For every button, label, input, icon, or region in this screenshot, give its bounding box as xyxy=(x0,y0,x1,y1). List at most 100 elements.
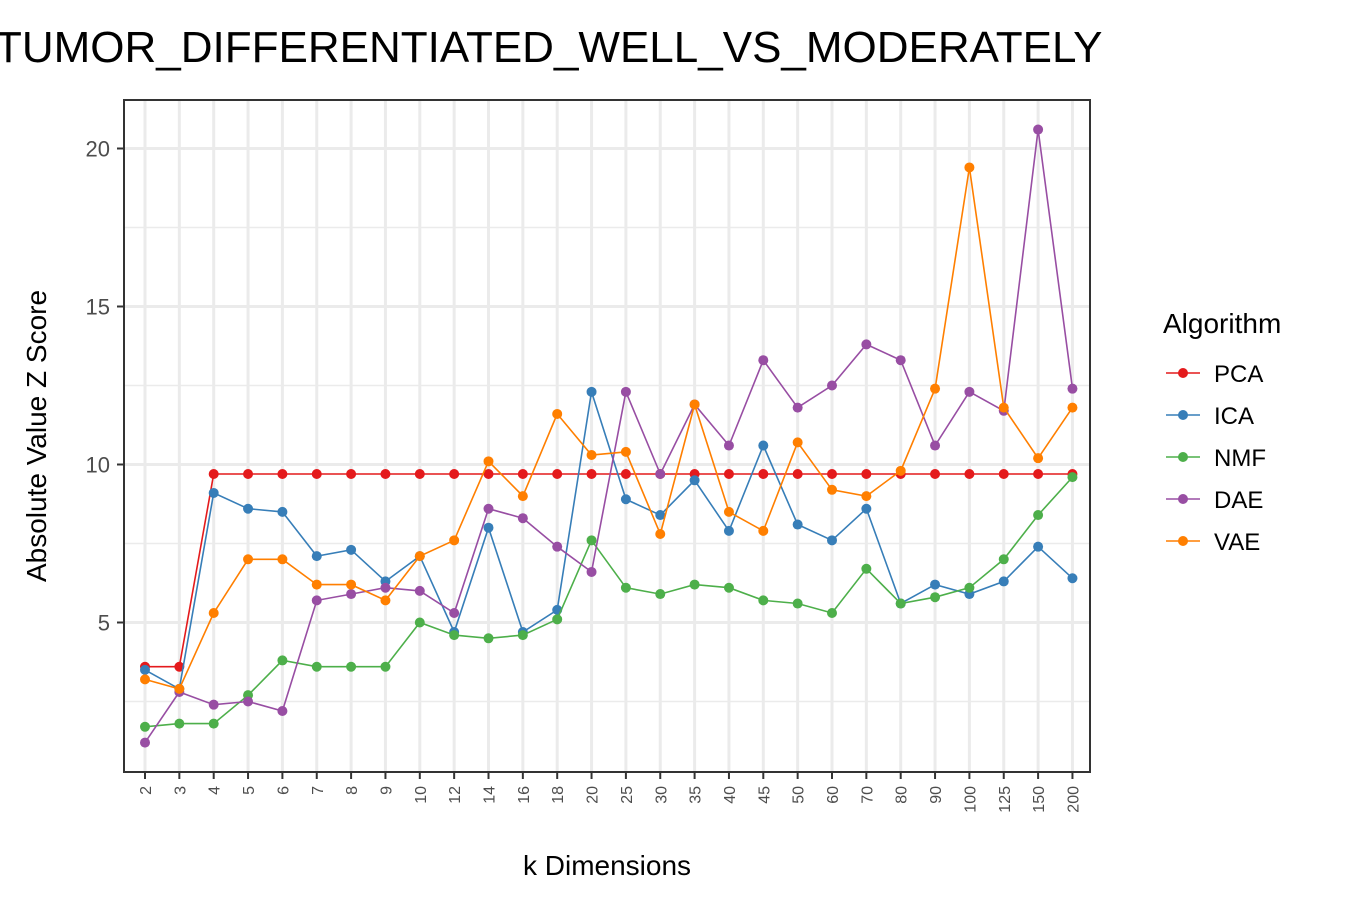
data-point-dae xyxy=(380,582,391,593)
data-point-nmf xyxy=(517,630,528,641)
data-point-dae xyxy=(586,566,597,577)
data-point-ica xyxy=(208,487,219,498)
data-point-nmf xyxy=(998,554,1009,565)
grid xyxy=(124,100,1090,772)
data-point-pca xyxy=(792,468,803,479)
x-tick-label: 4 xyxy=(207,786,224,795)
x-tick-label: 60 xyxy=(825,786,842,804)
data-point-nmf xyxy=(380,661,391,672)
x-tick-label: 25 xyxy=(619,786,636,804)
series-vae xyxy=(140,162,1078,694)
x-tick-label: 90 xyxy=(928,786,945,804)
data-point-dae xyxy=(346,589,357,600)
data-point-vae xyxy=(792,437,803,448)
data-point-dae xyxy=(208,699,219,710)
data-point-vae xyxy=(517,491,528,502)
data-point-dae xyxy=(243,696,254,707)
data-point-pca xyxy=(723,468,734,479)
data-point-vae xyxy=(1067,402,1078,413)
series-line-pca xyxy=(145,473,1073,668)
x-tick-label: 40 xyxy=(722,786,739,804)
data-point-vae xyxy=(930,383,941,394)
data-point-pca xyxy=(483,468,494,479)
x-tick-label: 5 xyxy=(241,786,258,795)
data-point-vae xyxy=(1033,453,1044,464)
data-point-dae xyxy=(895,355,906,366)
data-point-pca xyxy=(552,468,563,479)
x-tick-label: 12 xyxy=(447,786,464,804)
legend-label-vae: VAE xyxy=(1214,529,1260,556)
data-point-nmf xyxy=(655,589,666,600)
data-point-dae xyxy=(1067,383,1078,394)
data-point-nmf xyxy=(208,718,219,729)
data-point-dae xyxy=(552,541,563,552)
data-point-dae xyxy=(311,595,322,606)
data-point-dae xyxy=(517,513,528,524)
data-point-ica xyxy=(311,551,322,562)
data-point-pca xyxy=(517,468,528,479)
y-tick-label: 20 xyxy=(86,137,110,162)
data-point-pca xyxy=(620,468,631,479)
data-point-pca xyxy=(414,468,425,479)
plot-background xyxy=(124,100,1090,772)
data-point-dae xyxy=(723,440,734,451)
x-tick-label: 150 xyxy=(1031,786,1048,813)
data-point-vae xyxy=(758,525,769,536)
data-point-vae xyxy=(998,402,1009,413)
x-tick-label: 2 xyxy=(138,786,155,795)
x-tick-label: 14 xyxy=(482,786,499,804)
data-point-vae xyxy=(140,674,150,685)
data-point-vae xyxy=(655,529,666,540)
data-point-pca xyxy=(930,468,941,479)
data-point-nmf xyxy=(414,617,425,628)
data-point-ica xyxy=(689,475,700,486)
data-point-ica xyxy=(346,544,357,555)
x-axis-label: k Dimensions xyxy=(523,850,691,881)
legend-item-pca: PCA xyxy=(1166,361,1263,388)
data-point-pca xyxy=(998,468,1009,479)
data-point-ica xyxy=(930,579,941,590)
x-tick-label: 30 xyxy=(653,786,670,804)
data-point-ica xyxy=(655,510,666,521)
x-tick-label: 200 xyxy=(1065,786,1082,813)
data-point-vae xyxy=(414,551,425,562)
data-point-nmf xyxy=(723,582,734,593)
x-tick-label: 7 xyxy=(310,786,327,795)
y-tick-label: 5 xyxy=(98,611,110,636)
legend-item-nmf: NMF xyxy=(1166,445,1266,472)
data-point-vae xyxy=(723,506,734,517)
data-point-ica xyxy=(243,503,254,514)
data-point-nmf xyxy=(620,582,631,593)
data-point-dae xyxy=(140,737,150,748)
x-tick-label: 20 xyxy=(585,786,602,804)
data-point-vae xyxy=(483,456,494,467)
data-point-ica xyxy=(586,386,597,397)
data-point-nmf xyxy=(689,579,700,590)
x-tick-label: 6 xyxy=(275,786,292,795)
data-point-nmf xyxy=(1067,472,1078,483)
data-point-ica xyxy=(277,506,288,517)
data-point-ica xyxy=(723,525,734,536)
legend-marker-pca xyxy=(1178,368,1188,378)
data-point-dae xyxy=(1033,124,1044,135)
data-point-nmf xyxy=(586,535,597,546)
data-point-dae xyxy=(792,402,803,413)
data-point-vae xyxy=(552,408,563,419)
data-point-dae xyxy=(861,339,872,350)
data-point-pca xyxy=(758,468,769,479)
legend-label-dae: DAE xyxy=(1214,487,1263,514)
data-point-vae xyxy=(689,399,700,410)
data-point-pca xyxy=(346,468,357,479)
data-point-nmf xyxy=(930,592,941,603)
series-layer xyxy=(140,124,1078,748)
x-tick-label: 9 xyxy=(378,786,395,795)
x-tick-label: 35 xyxy=(688,786,705,804)
data-point-vae xyxy=(586,450,597,461)
x-tick-label: 50 xyxy=(791,786,808,804)
data-point-ica xyxy=(1033,541,1044,552)
data-point-pca xyxy=(277,468,288,479)
data-point-vae xyxy=(861,491,872,502)
x-tick-label: 45 xyxy=(756,786,773,804)
data-point-pca xyxy=(861,468,872,479)
data-point-ica xyxy=(792,519,803,530)
